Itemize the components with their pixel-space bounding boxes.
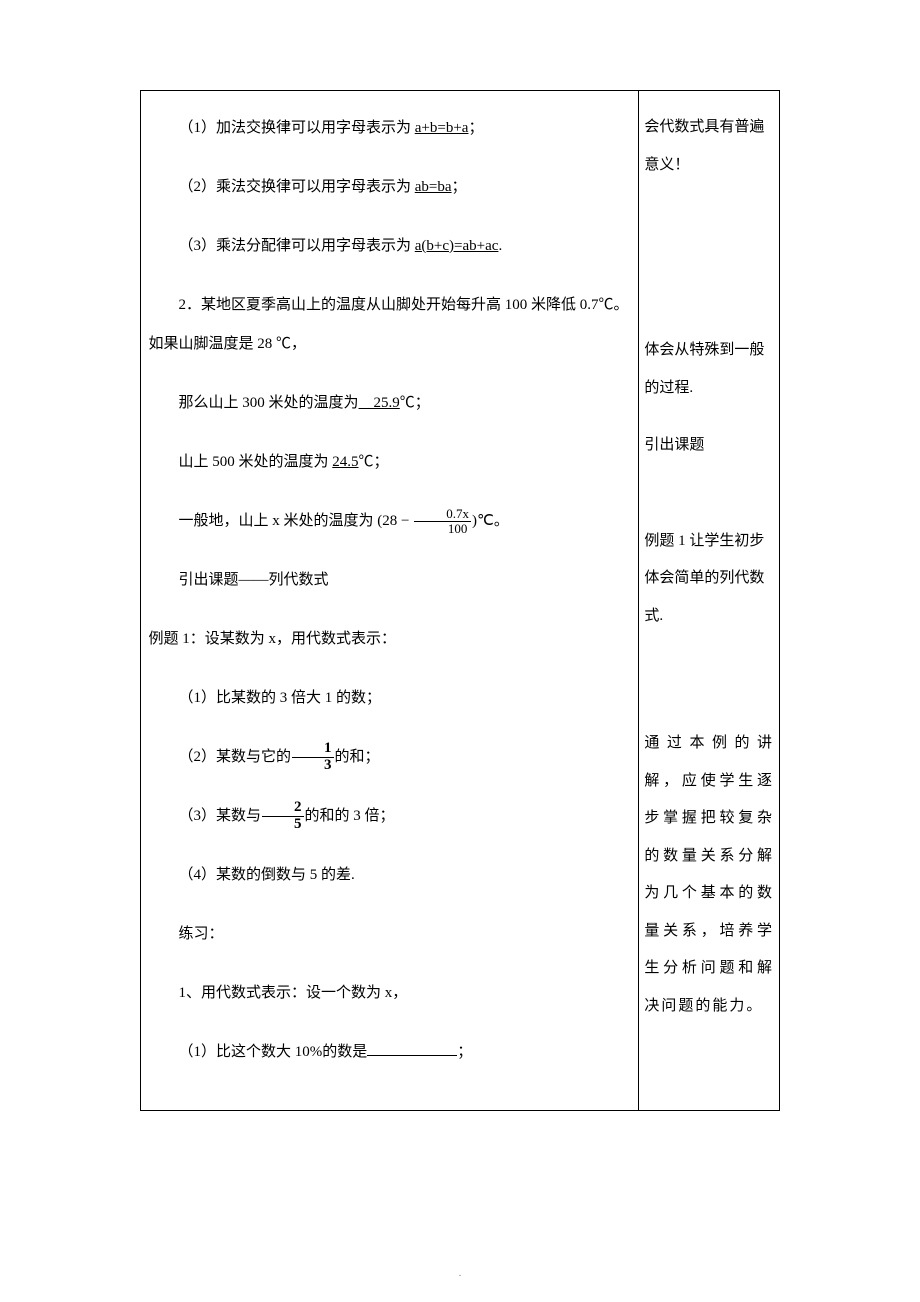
note-explain: 通过本例的讲解，应使学生逐步掌握把较复杂的数量关系分解为几个基本的数量关系，培养… xyxy=(644,725,774,1025)
rule-1-post: ； xyxy=(468,120,483,136)
left-column: （1）加法交换律可以用字母表示为 a+b=b+a； （2）乘法交换律可以用字母表… xyxy=(141,91,639,1111)
rule-2-formula: ab=ba xyxy=(415,179,452,195)
answer-300m: 那么山上 300 米处的温度为 25.9℃； xyxy=(141,384,630,423)
problem-2: 2．某地区夏季高山上的温度从山脚处开始每升高 100 米降低 0.7℃。如果山脚… xyxy=(141,286,630,364)
fraction-two-fifths: 25 xyxy=(262,800,304,833)
answer-300m-pre: 那么山上 300 米处的温度为 xyxy=(179,395,359,411)
answer-300m-post: ℃； xyxy=(400,395,430,411)
answer-300m-value: 25.9 xyxy=(359,395,400,411)
answer-500m-value: 24.5 xyxy=(332,454,358,470)
example-1-4: （4）某数的倒数与 5 的差. xyxy=(141,856,630,895)
note-topic: 引出课题 xyxy=(644,427,774,465)
page-marker: · xyxy=(458,1270,462,1282)
practice-1a: （1）比这个数大 10%的数是； xyxy=(141,1033,630,1072)
rule-2-pre: （2）乘法交换律可以用字母表示为 xyxy=(179,179,415,195)
blank-field xyxy=(367,1041,457,1056)
note-example: 例题 1 让学生初步体会简单的列代数式. xyxy=(644,523,774,636)
note-meaning: 会代数式具有普遍意义！ xyxy=(644,109,774,184)
rule-3: （3）乘法分配律可以用字母表示为 a(b+c)=ab+ac. xyxy=(141,227,630,266)
rule-3-pre: （3）乘法分配律可以用字母表示为 xyxy=(179,238,415,254)
example-1-3: （3）某数与25的和的 3 倍； xyxy=(141,797,630,836)
rule-1-pre: （1）加法交换律可以用字母表示为 xyxy=(179,120,415,136)
rule-2: （2）乘法交换律可以用字母表示为 ab=ba； xyxy=(141,168,630,207)
answer-general-pre: 一般地，山上 x 米处的温度为 xyxy=(179,513,378,529)
rule-1: （1）加法交换律可以用字母表示为 a+b=b+a； xyxy=(141,109,630,148)
example-1-2: （2）某数与它的13的和； xyxy=(141,738,630,777)
rule-2-post: ； xyxy=(452,179,467,195)
example-title: 例题 1：设某数为 x，用代数式表示： xyxy=(141,620,630,659)
rule-3-post: . xyxy=(498,238,502,254)
fraction-one-third: 13 xyxy=(292,741,334,774)
answer-500m-post: ℃； xyxy=(359,454,389,470)
note-process: 体会从特殊到一般的过程. xyxy=(644,332,774,407)
answer-500m: 山上 500 米处的温度为 24.5℃； xyxy=(141,443,630,482)
rule-3-formula: a(b+c)=ab+ac xyxy=(415,238,499,254)
example-1-1: （1）比某数的 3 倍大 1 的数； xyxy=(141,679,630,718)
answer-general-post: ℃。 xyxy=(477,513,509,529)
temperature-formula: (28 − 0.7x100) xyxy=(377,513,477,529)
practice-heading: 练习： xyxy=(141,915,630,954)
answer-general: 一般地，山上 x 米处的温度为 (28 − 0.7x100)℃。 xyxy=(141,502,630,541)
answer-500m-pre: 山上 500 米处的温度为 xyxy=(179,454,333,470)
practice-1: 1、用代数式表示：设一个数为 x， xyxy=(141,974,630,1013)
right-column: 会代数式具有普遍意义！ 体会从特殊到一般的过程. 引出课题 例题 1 让学生初步… xyxy=(639,91,780,1111)
topic-intro: 引出课题——列代数式 xyxy=(141,561,630,600)
rule-1-formula: a+b=b+a xyxy=(415,120,469,136)
document-table: （1）加法交换律可以用字母表示为 a+b=b+a； （2）乘法交换律可以用字母表… xyxy=(140,90,780,1111)
